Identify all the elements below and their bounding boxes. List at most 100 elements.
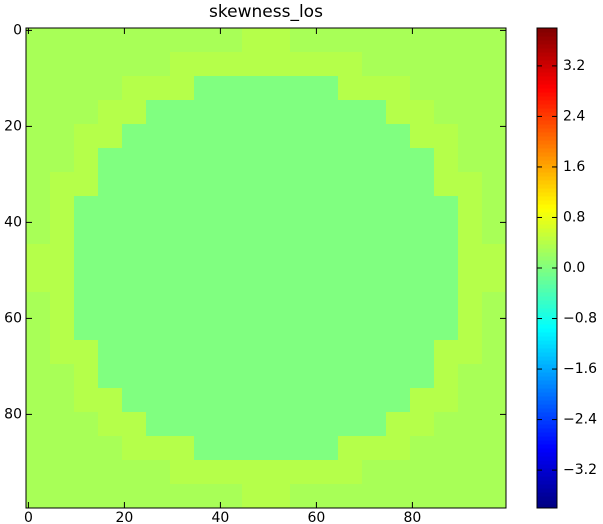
heatmap-cell (98, 316, 123, 341)
heatmap-cell (458, 388, 483, 413)
heatmap-cell (482, 76, 507, 101)
heatmap-cell (194, 412, 219, 437)
heatmap-cell (386, 28, 411, 53)
heatmap-cell (386, 292, 411, 317)
heatmap-cell (146, 220, 171, 245)
heatmap-cell (482, 484, 507, 509)
y-tick-label: 80 (4, 406, 22, 422)
colorbar-band (537, 252, 557, 257)
colorbar-band (537, 500, 557, 505)
colorbar-band (537, 192, 557, 197)
heatmap-cell (290, 124, 315, 149)
heatmap-cell (266, 172, 291, 197)
colorbar-band (537, 188, 557, 193)
colorbar-band (537, 404, 557, 409)
heatmap-cell (362, 340, 387, 365)
heatmap-cell (170, 412, 195, 437)
heatmap-cell (146, 76, 171, 101)
heatmap-cell (242, 124, 267, 149)
heatmap-cell (290, 76, 315, 101)
heatmap-cell (386, 52, 411, 77)
colorbar-band (537, 228, 557, 233)
heatmap-cell (410, 220, 435, 245)
heatmap-cell (146, 172, 171, 197)
heatmap-cell (122, 292, 147, 317)
heatmap-cell (482, 364, 507, 389)
colorbar-tick-label: −2.4 (563, 412, 597, 428)
colorbar-band (537, 44, 557, 49)
colorbar-band (537, 448, 557, 453)
heatmap-cell (314, 244, 339, 269)
heatmap-cell (290, 412, 315, 437)
heatmap-cell (338, 28, 363, 53)
heatmap-cell (482, 412, 507, 437)
heatmap-cell (170, 388, 195, 413)
heatmap-cell (362, 316, 387, 341)
heatmap-cell (458, 412, 483, 437)
heatmap-cell (314, 484, 339, 509)
heatmap-cell (218, 196, 243, 221)
heatmap-cell (74, 436, 99, 461)
heatmap-cell (26, 28, 51, 53)
colorbar-band (537, 40, 557, 45)
colorbar-band (537, 288, 557, 293)
heatmap-cell (410, 172, 435, 197)
heatmap-cell (122, 196, 147, 221)
heatmap-cell (218, 172, 243, 197)
heatmap-cell (26, 100, 51, 125)
heatmap-cell (170, 244, 195, 269)
colorbar-band (537, 300, 557, 305)
heatmap-cell (98, 76, 123, 101)
heatmap-cell (386, 388, 411, 413)
heatmap-cell (434, 28, 459, 53)
heatmap-cell (50, 28, 75, 53)
colorbar-band (537, 104, 557, 109)
heatmap-cell (146, 196, 171, 221)
heatmap-cell (434, 196, 459, 221)
heatmap-cell (458, 484, 483, 509)
colorbar-band (537, 212, 557, 217)
colorbar-band (537, 256, 557, 261)
colorbar-band (537, 116, 557, 121)
colorbar-band (537, 28, 557, 33)
heatmap-cell (266, 412, 291, 437)
heatmap-cell (290, 436, 315, 461)
heatmap-cell (170, 436, 195, 461)
heatmap-cell (266, 52, 291, 77)
heatmap-cell (98, 412, 123, 437)
heatmap-cell (338, 172, 363, 197)
heatmap-cell (122, 148, 147, 173)
heatmap-cell (458, 28, 483, 53)
heatmap-cell (242, 436, 267, 461)
heatmap-cell (290, 148, 315, 173)
heatmap-cell (98, 124, 123, 149)
heatmap-cell (218, 268, 243, 293)
heatmap-cell (362, 76, 387, 101)
heatmap-cell (362, 460, 387, 485)
heatmap-cell (266, 460, 291, 485)
heatmap-cell (290, 220, 315, 245)
heatmap-cell (338, 268, 363, 293)
heatmap-cell (74, 52, 99, 77)
heatmap-cell (26, 148, 51, 173)
heatmap-cell (458, 148, 483, 173)
heatmap-cell (458, 268, 483, 293)
heatmap-cell (98, 148, 123, 173)
heatmap-cell (242, 244, 267, 269)
heatmap-cell (194, 172, 219, 197)
colorbar-band (537, 316, 557, 321)
heatmap-cell (458, 460, 483, 485)
heatmap-cell (242, 52, 267, 77)
heatmap-cell (146, 316, 171, 341)
heatmap-cell (26, 220, 51, 245)
heatmap-cell (410, 100, 435, 125)
heatmap-cell (290, 244, 315, 269)
heatmap-cell (434, 364, 459, 389)
heatmap-cell (218, 100, 243, 125)
colorbar-band (537, 88, 557, 93)
colorbar-band (537, 420, 557, 425)
heatmap-cell (266, 364, 291, 389)
colorbar-band (537, 408, 557, 413)
colorbar-band (537, 208, 557, 213)
heatmap-cell (482, 460, 507, 485)
